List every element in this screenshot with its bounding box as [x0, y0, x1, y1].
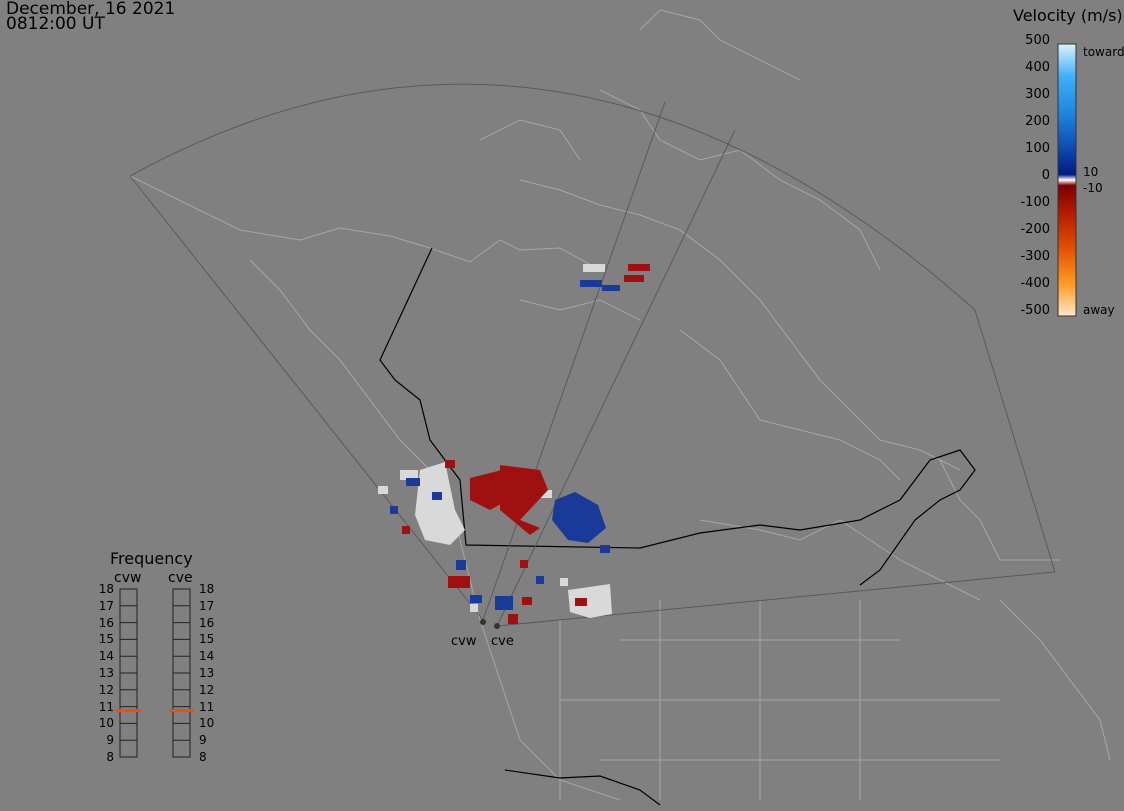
colorbar-tick-label: 300: [1025, 87, 1050, 102]
coastlines: [129, 9, 1111, 801]
frequency-scale-label: 17: [98, 598, 114, 613]
colorbar-tick-label: 200: [1025, 114, 1050, 129]
toward-scatter: [390, 280, 620, 610]
map-label-cve: cve: [491, 634, 514, 649]
frequency-radar-cve: cve: [168, 570, 193, 586]
colorbar-tick-label: 400: [1025, 60, 1050, 75]
colorbar-tick-label: -500: [1020, 303, 1050, 318]
colorbar-away-label: away: [1083, 303, 1115, 317]
radar-sites: [480, 619, 500, 629]
frequency-scale-label: 17: [199, 598, 215, 613]
frequency-scale-label: 12: [98, 682, 114, 697]
colorbar-tick-label: -300: [1020, 249, 1050, 264]
frequency-scale-label: 13: [199, 666, 215, 680]
colorbar-tick-label: -400: [1020, 276, 1050, 291]
frequency-scale-label: 8: [199, 750, 207, 764]
frequency-scale-label: 10: [199, 716, 215, 731]
frequency-scale-label: 8: [106, 750, 114, 764]
frequency-scale-label: 12: [199, 682, 215, 697]
time-label: 0812:00 UT: [6, 14, 105, 34]
frequency-scale-label: 15: [98, 632, 114, 647]
radar-site-cve: [494, 623, 500, 629]
frequency-panel: [116, 588, 194, 758]
frequency-scale-label: 15: [199, 632, 215, 647]
frequency-scale-label: 13: [98, 666, 114, 680]
frequency-title: Frequency: [110, 549, 193, 568]
away-scatter: [402, 264, 650, 624]
frequency-scale-label: 18: [98, 582, 114, 596]
colorbar-tick-label: 0: [1041, 168, 1050, 183]
frequency-scale-label: 11: [98, 699, 114, 714]
colorbar-tick-label: -200: [1020, 222, 1050, 237]
frequency-scale-label: 14: [199, 649, 215, 664]
frequency-radar-cvw: cvw: [114, 570, 142, 586]
frequency-scale-label: 14: [98, 649, 114, 664]
frequency-scale-label: 11: [199, 699, 215, 714]
velocity-colorbar: [1057, 43, 1077, 317]
field-of-view: [129, 83, 1056, 627]
frequency-scale-label: 16: [199, 615, 215, 630]
colorbar-tick-label: -100: [1020, 195, 1050, 210]
ground-scatter: [378, 264, 612, 618]
frequency-scale-label: 9: [106, 733, 114, 748]
frequency-scale-label: 18: [199, 582, 215, 596]
frequency-scale-label: 16: [98, 615, 114, 630]
colorbar-tick-label: 100: [1025, 141, 1050, 156]
borders: [379, 247, 976, 806]
colorbar-pos-threshold: 10: [1083, 165, 1099, 179]
map-label-cvw: cvw: [451, 634, 477, 649]
radar-site-cvw: [480, 619, 486, 625]
colorbar-neg-threshold: -10: [1083, 181, 1103, 195]
frequency-scale-label: 10: [98, 716, 114, 731]
frequency-scale-label: 9: [199, 733, 207, 748]
colorbar-title: Velocity (m/s): [1013, 6, 1123, 25]
date-label: December, 16 2021: [6, 0, 176, 19]
colorbar-tick-label: 500: [1025, 33, 1050, 48]
colorbar-toward-label: toward: [1083, 45, 1124, 59]
